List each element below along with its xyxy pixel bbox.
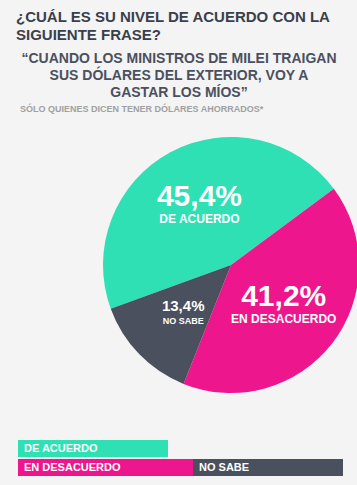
svg-text:DE ACUERDO: DE ACUERDO bbox=[159, 212, 239, 226]
html-text:SÓLO QUIENES DICEN TENER DÓLAR: SÓLO QUIENES DICEN TENER DÓLARES AHORRAD… bbox=[20, 104, 264, 114]
svg-text:45,4%: 45,4% bbox=[157, 179, 242, 212]
svg-text:EN DESACUERDO: EN DESACUERDO bbox=[231, 312, 336, 326]
svg-text:NO SABE: NO SABE bbox=[163, 316, 204, 326]
svg-text:13,4%: 13,4% bbox=[162, 297, 205, 314]
html-text:DE ACUERDO: DE ACUERDO bbox=[24, 442, 98, 454]
html-text:EN DESACUERDO: EN DESACUERDO bbox=[24, 461, 121, 473]
html-text:NO SABE: NO SABE bbox=[199, 461, 250, 473]
html-text:“CUANDO LOS MINISTROS DE MILEI: “CUANDO LOS MINISTROS DE MILEI TRAIGAN S… bbox=[21, 50, 337, 100]
svg-text:41,2%: 41,2% bbox=[241, 279, 326, 312]
html-text:¿CUÁL ES SU NIVEL DE ACUERDO C: ¿CUÁL ES SU NIVEL DE ACUERDO CON LA SIGU… bbox=[16, 8, 330, 43]
